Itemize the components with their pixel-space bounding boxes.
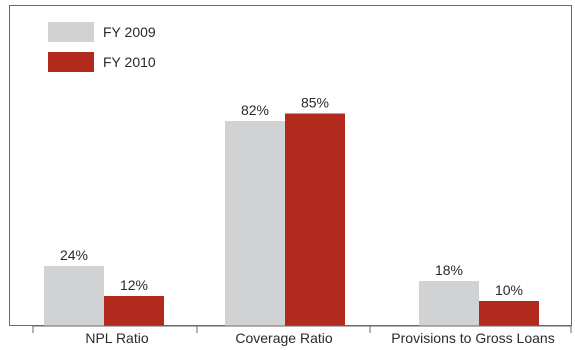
x-tick-label-npl-ratio: NPL Ratio — [85, 330, 149, 346]
legend-label-fy2010: FY 2010 — [103, 54, 156, 70]
value-label-npl-ratio-fy-2009: 24% — [60, 247, 88, 263]
x-tick-label-coverage-ratio: Coverage Ratio — [235, 330, 332, 346]
bar-npl-ratio-fy-2010 — [104, 296, 164, 326]
bars — [44, 113, 539, 326]
legend-swatch-fy2009 — [48, 22, 94, 42]
legend-swatch-fy2010 — [48, 52, 94, 72]
x-axis: NPL Ratio Coverage Ratio Provisions to G… — [32, 325, 572, 346]
bar-coverage-ratio-fy-2010 — [285, 113, 345, 326]
value-label-provisions-to-gross-loans-fy-2009: 18% — [435, 262, 463, 278]
bar-npl-ratio-fy-2009 — [44, 266, 104, 326]
value-labels: 24% 12% 82% 85% 18% 10% — [60, 95, 523, 299]
bar-provisions-to-gross-loans-fy-2009 — [419, 281, 479, 326]
legend: FY 2009 FY 2010 — [48, 22, 156, 72]
value-label-provisions-to-gross-loans-fy-2010: 10% — [495, 282, 523, 298]
value-label-coverage-ratio-fy-2009: 82% — [241, 102, 269, 118]
value-label-coverage-ratio-fy-2010: 85% — [301, 95, 329, 111]
legend-label-fy2009: FY 2009 — [103, 24, 156, 40]
x-axis-ticks — [32, 326, 572, 333]
value-label-npl-ratio-fy-2010: 12% — [120, 277, 148, 293]
bar-coverage-ratio-fy-2009 — [225, 121, 285, 326]
x-tick-label-provisions-to-gross-loans: Provisions to Gross Loans — [391, 330, 554, 346]
bar-provisions-to-gross-loans-fy-2010 — [479, 301, 539, 326]
